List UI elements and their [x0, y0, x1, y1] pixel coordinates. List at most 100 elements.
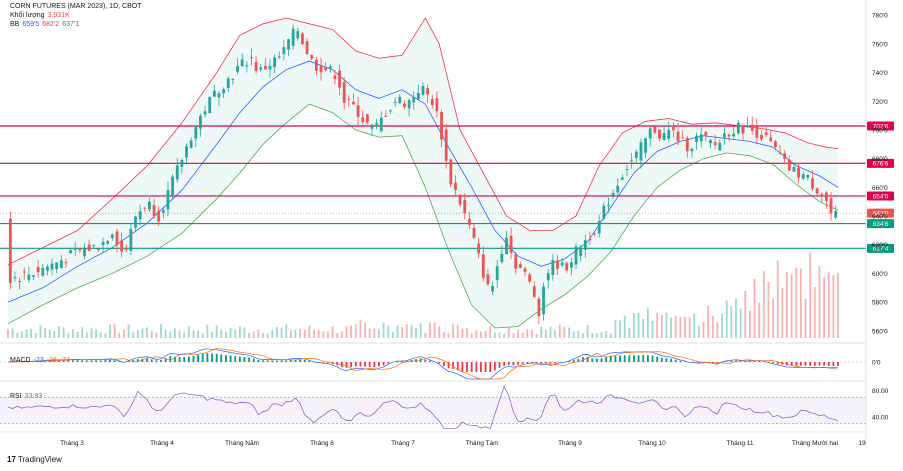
volume-bar	[735, 298, 737, 338]
candle-body	[153, 205, 156, 216]
candle-body	[287, 39, 290, 49]
candle-body	[468, 219, 471, 225]
candle-body	[589, 239, 592, 240]
macd-hist-bar	[679, 361, 681, 362]
volume-bar	[508, 328, 510, 338]
candle-body	[301, 33, 304, 44]
candle-body	[663, 133, 666, 140]
candle-body	[570, 262, 573, 267]
candle-body	[18, 281, 21, 282]
candle-body	[528, 274, 531, 281]
candle-body	[704, 132, 707, 135]
macd-hist-bar	[494, 362, 496, 370]
volume-bar	[758, 303, 760, 338]
candle-body	[273, 57, 276, 67]
candle-body	[612, 193, 615, 197]
candle-body	[389, 110, 392, 111]
candle-body	[774, 141, 777, 147]
candle-body	[185, 146, 188, 157]
macd-hist-bar	[81, 360, 83, 362]
candle-body	[333, 75, 336, 79]
candle-body	[533, 286, 536, 297]
candle-body	[598, 221, 601, 233]
volume-bar	[308, 326, 310, 338]
macd-hist-bar	[299, 360, 301, 362]
volume-bar	[146, 327, 148, 338]
volume-bar	[513, 333, 515, 338]
volume-bar	[364, 323, 366, 338]
candle-body	[199, 116, 202, 129]
candle-body	[431, 99, 434, 105]
candle-body	[259, 67, 262, 69]
volume-value: 3.931K	[48, 12, 70, 19]
volume-bar	[313, 329, 315, 338]
volume-bar	[503, 334, 505, 338]
volume-bar	[142, 328, 144, 338]
macd-hist-bar	[151, 359, 153, 362]
macd-hist-bar	[109, 360, 111, 362]
volume-bar	[155, 332, 157, 338]
candle-body	[816, 188, 819, 193]
candle-body	[129, 229, 132, 251]
price-tick: 600'0	[872, 271, 888, 278]
volume-bar	[605, 331, 607, 338]
volume-bar	[44, 328, 46, 338]
time-tick: Tháng 9	[558, 440, 582, 447]
time-tick: Tháng 3	[60, 440, 84, 447]
candle-body	[171, 177, 174, 197]
volume-bar	[30, 329, 32, 338]
candle-body	[779, 153, 782, 154]
volume-bar	[768, 282, 770, 338]
volume-bar	[522, 333, 524, 338]
candle-body	[74, 249, 77, 250]
volume-bar	[781, 288, 783, 338]
brand-name: TradingView	[18, 455, 62, 464]
macd-hist-bar	[489, 362, 491, 372]
volume-bar	[591, 333, 593, 338]
macd-hist-bar	[276, 360, 278, 362]
volume-bar	[689, 317, 691, 338]
volume-bar	[257, 329, 259, 338]
candle-body	[565, 263, 568, 270]
candle-body	[728, 135, 731, 137]
volume-bar	[336, 333, 338, 338]
candle-body	[241, 60, 244, 67]
candle-body	[296, 31, 299, 38]
macd-hist-bar	[656, 357, 658, 362]
time-tick: 19	[858, 440, 866, 447]
candle-body	[106, 241, 109, 244]
candle-body	[403, 104, 406, 108]
macd-hist-bar	[837, 362, 839, 366]
candle-body	[806, 175, 809, 178]
volume-bar	[327, 332, 329, 338]
candle-body	[473, 228, 476, 238]
candle-body	[616, 186, 619, 193]
chart-legend: CORN FUTURES (MAR 2023), 1D, CBOT Khối l…	[10, 2, 141, 29]
macd-hist-bar	[424, 359, 426, 362]
candle-body	[352, 102, 355, 105]
volume-bar	[281, 328, 283, 338]
macd-hist-bar	[304, 360, 306, 362]
volume-bar	[16, 333, 18, 338]
macd-hist-bar	[805, 362, 807, 366]
volume-bar	[234, 330, 236, 338]
macd-hist-bar	[531, 362, 533, 363]
bb-lower-value: 637'1	[62, 21, 79, 28]
candle-body	[714, 142, 717, 145]
candle-body	[227, 78, 230, 88]
candle-body	[672, 127, 675, 130]
volume-bar	[661, 315, 663, 338]
candle-body	[482, 254, 485, 278]
symbol-title[interactable]: CORN FUTURES (MAR 2023), 1D, CBOT	[10, 2, 141, 11]
macd-hist-bar	[591, 359, 593, 362]
macd-hist-bar	[114, 360, 116, 362]
volume-bar	[202, 333, 204, 338]
volume-bar	[267, 334, 269, 338]
macd-legend: MACD-23-96-74	[10, 356, 73, 365]
volume-bar	[72, 329, 74, 338]
candle-body	[292, 29, 295, 46]
candle-body	[417, 93, 420, 100]
